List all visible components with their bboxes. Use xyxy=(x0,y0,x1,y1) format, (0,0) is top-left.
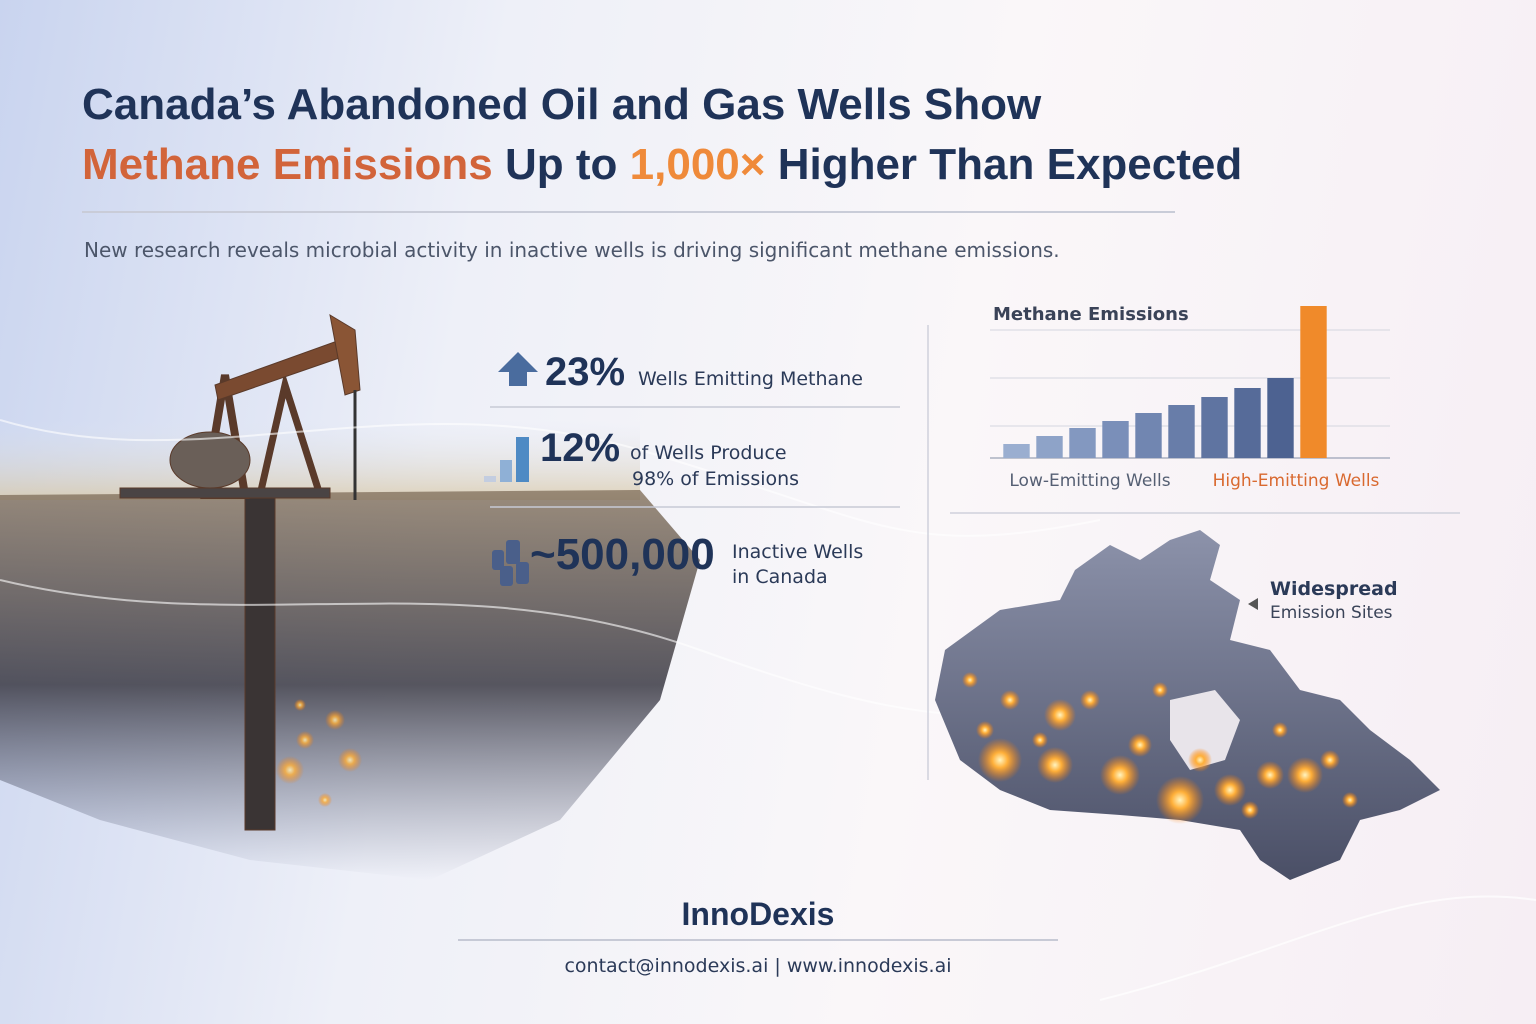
emission-site xyxy=(1214,774,1246,806)
stat-label: of Wells Produce xyxy=(630,442,787,464)
bar xyxy=(1003,444,1030,458)
stat-value: ~500,000 xyxy=(530,530,715,579)
bar xyxy=(1102,421,1129,458)
pump-jack xyxy=(119,313,361,831)
emission-site xyxy=(1032,732,1048,748)
title-text: Up to xyxy=(505,140,618,189)
bar xyxy=(1300,306,1327,458)
stat-label: Inactive Wells xyxy=(732,541,864,563)
emission-site xyxy=(1256,761,1284,789)
stat-label: Wells Emitting Methane xyxy=(638,368,863,390)
wave-line xyxy=(0,419,1101,537)
soil xyxy=(0,490,700,880)
stat-value: 12% xyxy=(540,426,621,470)
canada-map xyxy=(935,530,1440,880)
contact: contact@innodexis.ai | www.innodexis.ai xyxy=(564,955,952,977)
emission-site xyxy=(1188,748,1212,772)
bubbles xyxy=(276,699,362,807)
group-label: Low-Emitting Wells xyxy=(1009,471,1170,491)
stat-label: 98% of Emissions xyxy=(632,468,800,490)
bar xyxy=(1201,397,1228,458)
title-number: 1,000× xyxy=(629,140,766,189)
bars-icon xyxy=(484,437,529,482)
title-highlight: Methane Emissions xyxy=(82,140,493,189)
subtitle: New research reveals microbial activity … xyxy=(84,238,1060,262)
emission-site xyxy=(962,672,978,688)
title-text: Higher Than Expected xyxy=(777,140,1243,189)
emission-site xyxy=(1128,733,1152,757)
emission-site xyxy=(1152,682,1168,698)
map-label: Emission Sites xyxy=(1270,603,1393,623)
wave-line xyxy=(1099,895,1536,1001)
emission-site xyxy=(1241,801,1259,819)
title-line: Methane Emissions Up to 1,000× Higher Th… xyxy=(82,140,1242,190)
bar xyxy=(1135,413,1162,458)
emission-site xyxy=(1044,699,1076,731)
bar xyxy=(1036,436,1063,458)
title-line: Canada’s Abandoned Oil and Gas Wells Sho… xyxy=(82,80,1042,129)
bar xyxy=(1168,405,1195,458)
emission-site xyxy=(1320,750,1340,770)
group-label: High-Emitting Wells xyxy=(1213,471,1380,491)
emission-site xyxy=(1156,776,1204,824)
brand: InnoDexis xyxy=(681,896,835,932)
bar xyxy=(1234,388,1261,458)
map-label: Widespread xyxy=(1270,578,1398,600)
emission-site xyxy=(1000,690,1020,710)
emission-site xyxy=(1272,722,1288,738)
bar xyxy=(1267,378,1294,458)
emission-site xyxy=(1080,690,1100,710)
chart-title: Methane Emissions xyxy=(993,304,1189,325)
emission-site xyxy=(976,721,994,739)
emission-site xyxy=(978,738,1022,782)
emission-site xyxy=(1342,792,1358,808)
emission-site xyxy=(1037,747,1073,783)
barrels-icon xyxy=(492,540,529,586)
emission-site xyxy=(1287,757,1323,793)
bar-chart: Methane Emissions Low-Emitting Wells High… xyxy=(990,304,1390,491)
bar xyxy=(1069,428,1096,458)
arrow-icon xyxy=(498,352,538,386)
stat-value: 23% xyxy=(545,350,626,394)
stat-label: in Canada xyxy=(732,566,828,588)
emission-site xyxy=(1100,755,1140,795)
